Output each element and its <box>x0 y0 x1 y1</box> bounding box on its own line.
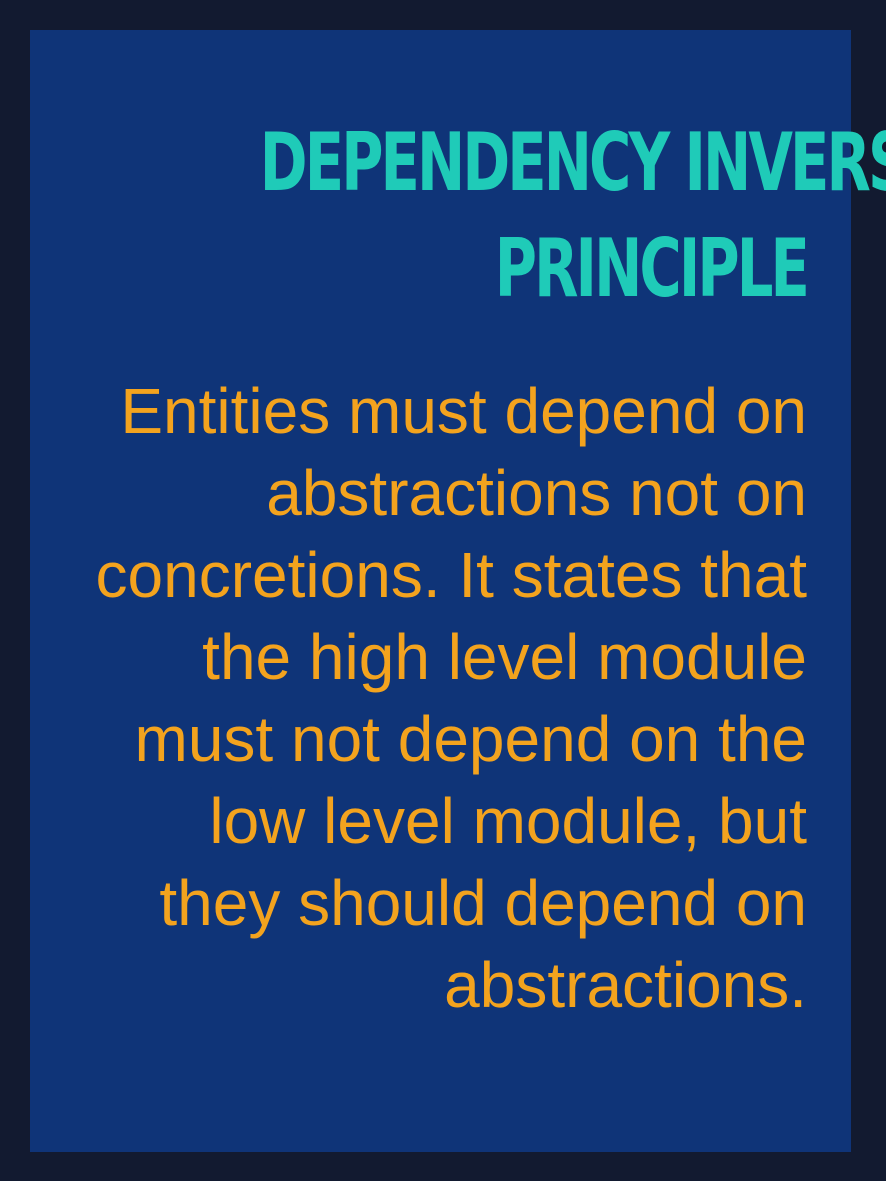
card-title: DEPENDENCY INVERSION PRINCIPLE <box>259 110 886 322</box>
title-line: PRINCIPLE <box>494 222 810 315</box>
description-line: concretions. It states that <box>95 539 807 611</box>
description-line: Entities must depend on <box>120 375 807 447</box>
description-line: low level module, but <box>209 785 807 857</box>
description-line: the high level module <box>202 621 807 693</box>
description-line: abstractions. <box>444 949 807 1021</box>
description-line: they should depend on <box>159 867 807 939</box>
description-line: abstractions not on <box>266 457 807 529</box>
card-description: Entities must depend on abstractions not… <box>87 370 807 1026</box>
title-line: DEPENDENCY INVERSION <box>259 116 886 209</box>
description-line: must not depend on the <box>134 703 808 775</box>
principle-card: DEPENDENCY INVERSION PRINCIPLE Entities … <box>30 30 886 1152</box>
